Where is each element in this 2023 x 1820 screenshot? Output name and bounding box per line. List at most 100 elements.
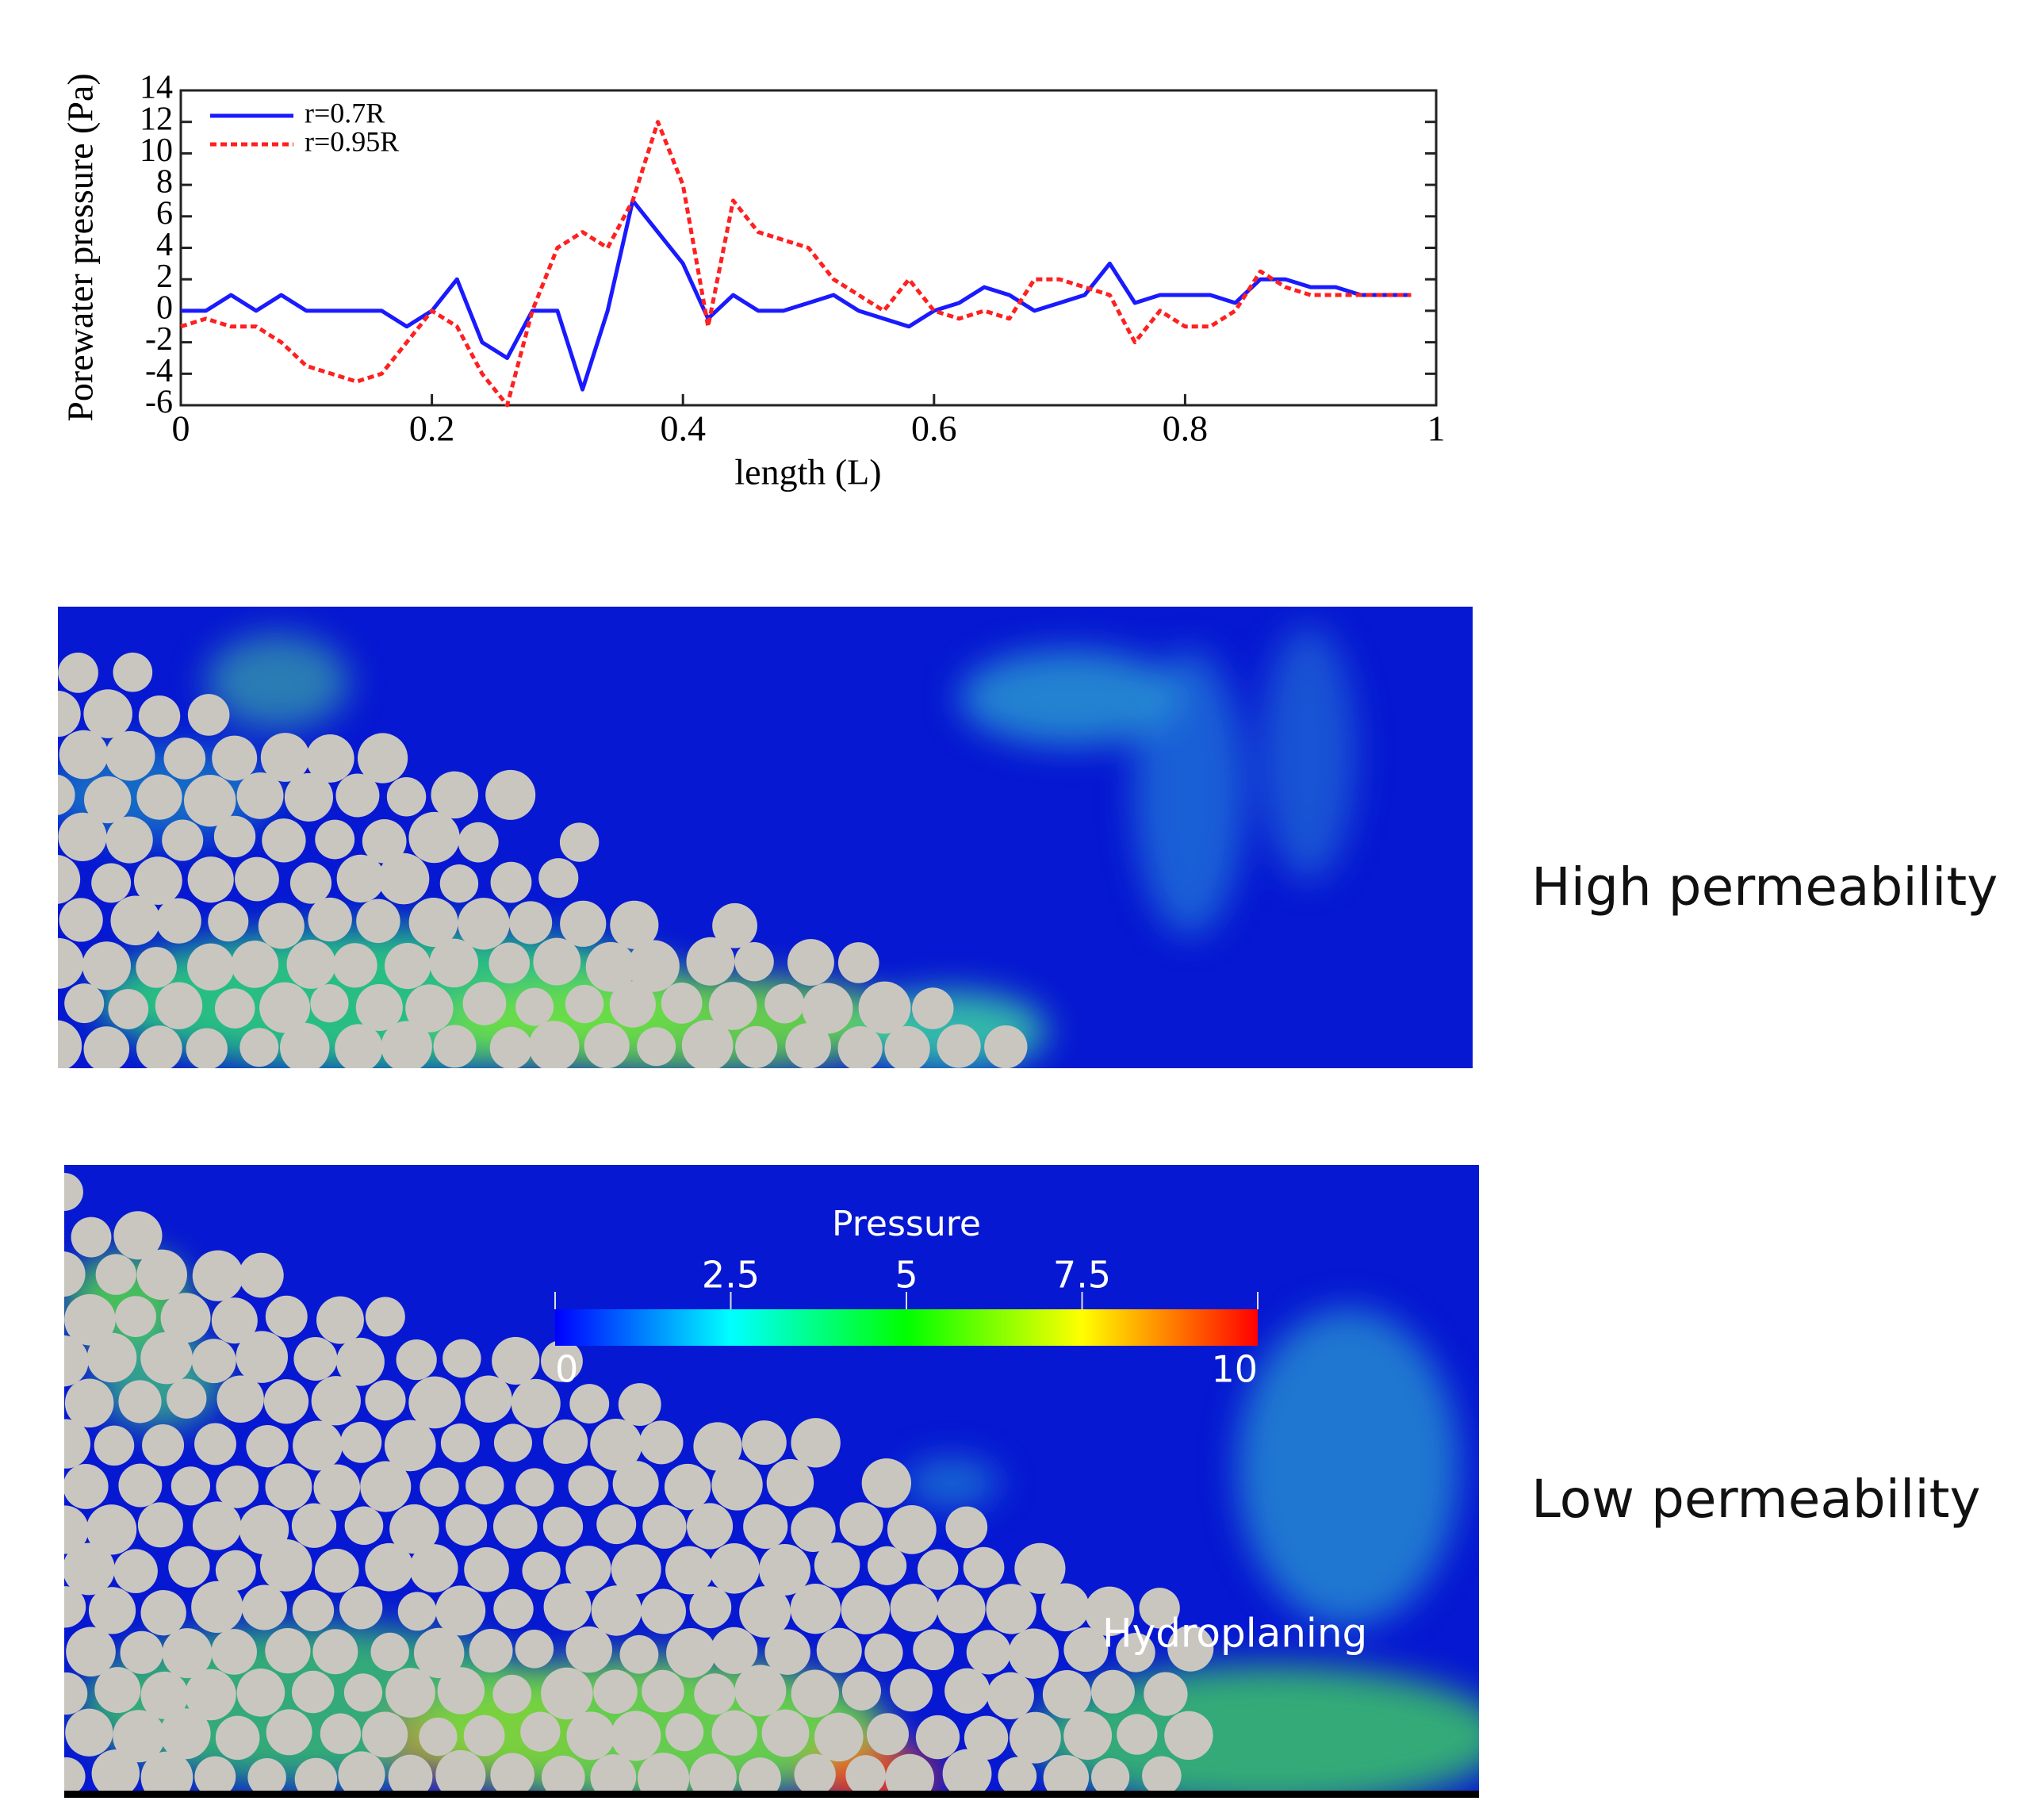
particle — [942, 1749, 992, 1797]
particle — [814, 1712, 864, 1762]
particle — [462, 982, 507, 1025]
particle — [239, 1504, 289, 1555]
particle — [133, 856, 182, 905]
particle — [987, 1672, 1034, 1720]
particle — [766, 1458, 814, 1507]
particle — [912, 987, 954, 1029]
particle — [385, 1668, 435, 1718]
particle — [65, 1708, 113, 1757]
particle — [187, 856, 234, 903]
particle — [211, 1297, 258, 1344]
particle — [458, 822, 499, 863]
particle — [445, 1504, 488, 1546]
particle — [239, 1028, 279, 1067]
particle — [64, 1378, 114, 1428]
particle — [596, 1504, 637, 1545]
colorbar-tick-label: 10 — [1211, 1348, 1258, 1391]
particle — [541, 1667, 593, 1720]
x-tick-label: 0.2 — [409, 408, 455, 449]
x-tick-label: 0 — [172, 408, 190, 449]
y-axis-label: Porewater pressure (Pa) — [60, 73, 101, 421]
particle — [489, 942, 531, 984]
particle — [1091, 1757, 1130, 1797]
particle — [964, 1715, 1009, 1760]
particle — [664, 1463, 711, 1511]
particle — [313, 1464, 361, 1512]
particle — [338, 1751, 385, 1797]
particle — [458, 898, 510, 950]
particle — [866, 1713, 909, 1756]
particle — [791, 1669, 839, 1718]
particle — [543, 1583, 592, 1631]
particle — [140, 1751, 193, 1797]
particle — [637, 1027, 676, 1067]
particle — [998, 1757, 1037, 1796]
particle — [138, 695, 181, 738]
particle — [167, 1378, 207, 1419]
particle — [265, 1295, 308, 1338]
panel-label: High permeability — [1531, 856, 1998, 918]
particle — [370, 1632, 409, 1672]
y-tick-label: -6 — [145, 385, 173, 421]
particle — [465, 1375, 512, 1423]
particle — [1041, 1583, 1090, 1632]
particle — [541, 1339, 583, 1382]
particle — [83, 689, 132, 738]
particle — [565, 1626, 612, 1673]
particle — [137, 1502, 183, 1548]
y-tick-label: 14 — [140, 70, 173, 106]
particle — [666, 1628, 716, 1678]
particle — [609, 981, 656, 1028]
particle — [320, 1713, 362, 1754]
particle — [937, 1584, 986, 1634]
particle — [420, 1467, 459, 1507]
particle — [759, 1543, 811, 1596]
particle — [837, 1025, 883, 1068]
particle — [437, 1667, 485, 1715]
particle — [861, 1458, 912, 1508]
particle — [802, 983, 853, 1034]
particle — [66, 1627, 116, 1677]
particle — [1164, 1711, 1213, 1761]
particle — [381, 1021, 432, 1068]
particle — [611, 1711, 661, 1761]
particle — [64, 1293, 116, 1346]
particle — [216, 1375, 264, 1423]
particle — [64, 1586, 86, 1628]
particle — [91, 863, 132, 903]
particle — [365, 1542, 414, 1592]
particle — [463, 1715, 505, 1757]
particle — [741, 1420, 787, 1466]
particle — [1167, 1625, 1214, 1672]
particle — [937, 1024, 981, 1068]
particle — [140, 1671, 189, 1719]
legend-label: r=0.7R — [305, 97, 385, 128]
pressure-blob — [1261, 626, 1356, 880]
particle — [493, 1423, 532, 1462]
particle — [686, 1503, 734, 1550]
particle — [694, 1673, 736, 1715]
particle — [118, 1380, 162, 1423]
particle — [377, 853, 430, 905]
particle — [1014, 1542, 1066, 1594]
particle — [344, 1506, 384, 1546]
particle — [435, 1749, 486, 1797]
particle — [590, 1418, 642, 1471]
particle — [864, 1633, 903, 1672]
y-tick-label: 12 — [140, 101, 173, 137]
particle — [335, 1024, 383, 1068]
particle — [591, 1585, 642, 1636]
particle — [431, 771, 479, 819]
particle — [340, 1421, 382, 1463]
particle — [1117, 1714, 1158, 1755]
particle — [794, 1753, 836, 1795]
particle — [738, 1757, 781, 1797]
particle — [433, 1025, 477, 1068]
particle — [565, 984, 604, 1024]
particle — [590, 1754, 637, 1797]
particle — [890, 1584, 939, 1632]
particle — [413, 1627, 465, 1679]
particle — [236, 1331, 288, 1383]
particle — [642, 1669, 684, 1713]
panel-label: Low permeability — [1531, 1469, 1981, 1530]
